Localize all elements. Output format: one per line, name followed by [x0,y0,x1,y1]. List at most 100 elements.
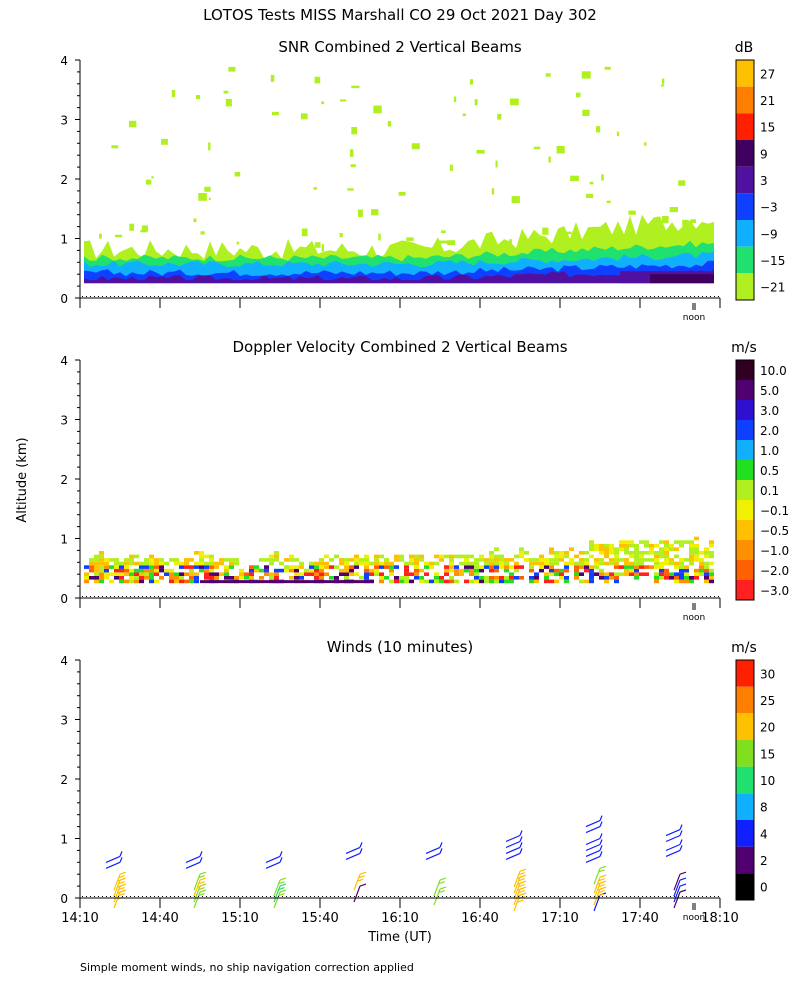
baseline-dot [714,296,715,297]
colorbar-label: 15 [760,747,775,761]
wind-barb [345,852,361,860]
baseline-dot [138,296,139,297]
baseline-dot [410,596,411,597]
doppler-cell [89,568,94,573]
doppler-cell [499,561,504,566]
snr-speckle [145,179,152,185]
baseline-dot [534,296,535,297]
doppler-cell [669,558,674,562]
snr-speckle [439,240,448,244]
baseline-dot [98,596,99,597]
doppler-cell [184,561,189,566]
baseline-dot [206,296,207,297]
baseline-dot [178,596,179,597]
baseline-dot [206,596,207,597]
baseline-dot [678,296,679,297]
doppler-cell [314,576,319,580]
doppler-cell [139,561,144,566]
wind-barb [673,873,681,891]
baseline-dot [126,896,127,897]
doppler-cell [564,551,569,555]
baseline-dot [130,896,131,897]
baseline-dot [462,596,463,597]
baseline-dot [270,596,271,597]
baseline-dot [202,296,203,297]
doppler-cell [499,565,504,569]
doppler-cell [464,565,469,569]
doppler-cell [354,572,359,576]
wind-barb-flag [117,878,124,882]
baseline-dot [114,596,115,597]
doppler-cell [344,572,349,576]
wind-barb-flag [517,887,524,891]
baseline-dot [222,596,223,597]
baseline-dot [146,596,147,597]
wind-barbs [105,815,687,912]
baseline-dot [474,596,475,597]
doppler-cell [659,540,664,544]
baseline-dot [546,896,547,897]
baseline-dot [158,896,159,897]
snr-speckle [339,233,343,238]
doppler-cell [189,565,194,569]
baseline-dot [614,596,615,597]
baseline-dot [222,296,223,297]
doppler-cell [289,554,294,559]
doppler-cell [679,576,684,580]
doppler-cell [444,565,449,569]
baseline-dot [210,296,211,297]
colorbar-label: 21 [760,94,775,108]
baseline-dot [578,296,579,297]
baseline-dot [202,596,203,597]
doppler-cell [394,565,399,569]
colorbar-swatch [736,480,754,500]
doppler-cell [464,554,469,559]
doppler-cell [204,568,209,573]
colorbar-label: 9 [760,147,768,161]
doppler-cell [374,572,379,576]
baseline-dot [106,296,107,297]
baseline-dot [622,296,623,297]
doppler-cell [259,568,264,573]
baseline-dot [254,596,255,597]
wind-barb-flag [518,890,525,894]
snr-speckle [358,209,363,217]
baseline-dot [666,596,667,597]
baseline-dot [154,596,155,597]
baseline-dot [370,596,371,597]
doppler-cell [129,579,134,584]
doppler-cell [594,561,599,566]
wind-barb [433,879,441,897]
colorbar-swatch [736,460,754,480]
baseline-dot [694,296,695,297]
baseline-dot [718,896,719,897]
baseline-dot [146,896,147,897]
doppler-cell [594,558,599,562]
doppler-cell [229,565,234,569]
baseline-dot [410,896,411,897]
snr-speckle [542,227,549,235]
y-tick-label: 3 [60,414,68,428]
x-axis-label: Time (UT) [367,930,432,945]
baseline-dot [134,596,135,597]
baseline-dot [158,596,159,597]
doppler-cell [444,579,449,584]
baseline-dot [562,896,563,897]
baseline-dot [502,296,503,297]
baseline-dot [554,896,555,897]
doppler-cell [384,576,389,580]
baseline-dot [366,896,367,897]
doppler-cell [119,579,124,584]
doppler-cell [114,572,119,576]
baseline-dot [182,596,183,597]
doppler-cell [624,572,629,576]
doppler-cell [144,576,149,580]
doppler-cell [584,579,589,584]
doppler-cell [669,572,674,576]
snr-speckle [582,109,590,116]
doppler-cell [589,547,594,551]
doppler-cell [359,561,364,566]
baseline-dot [262,596,263,597]
doppler-cell [209,565,214,569]
baseline-dot [514,596,515,597]
